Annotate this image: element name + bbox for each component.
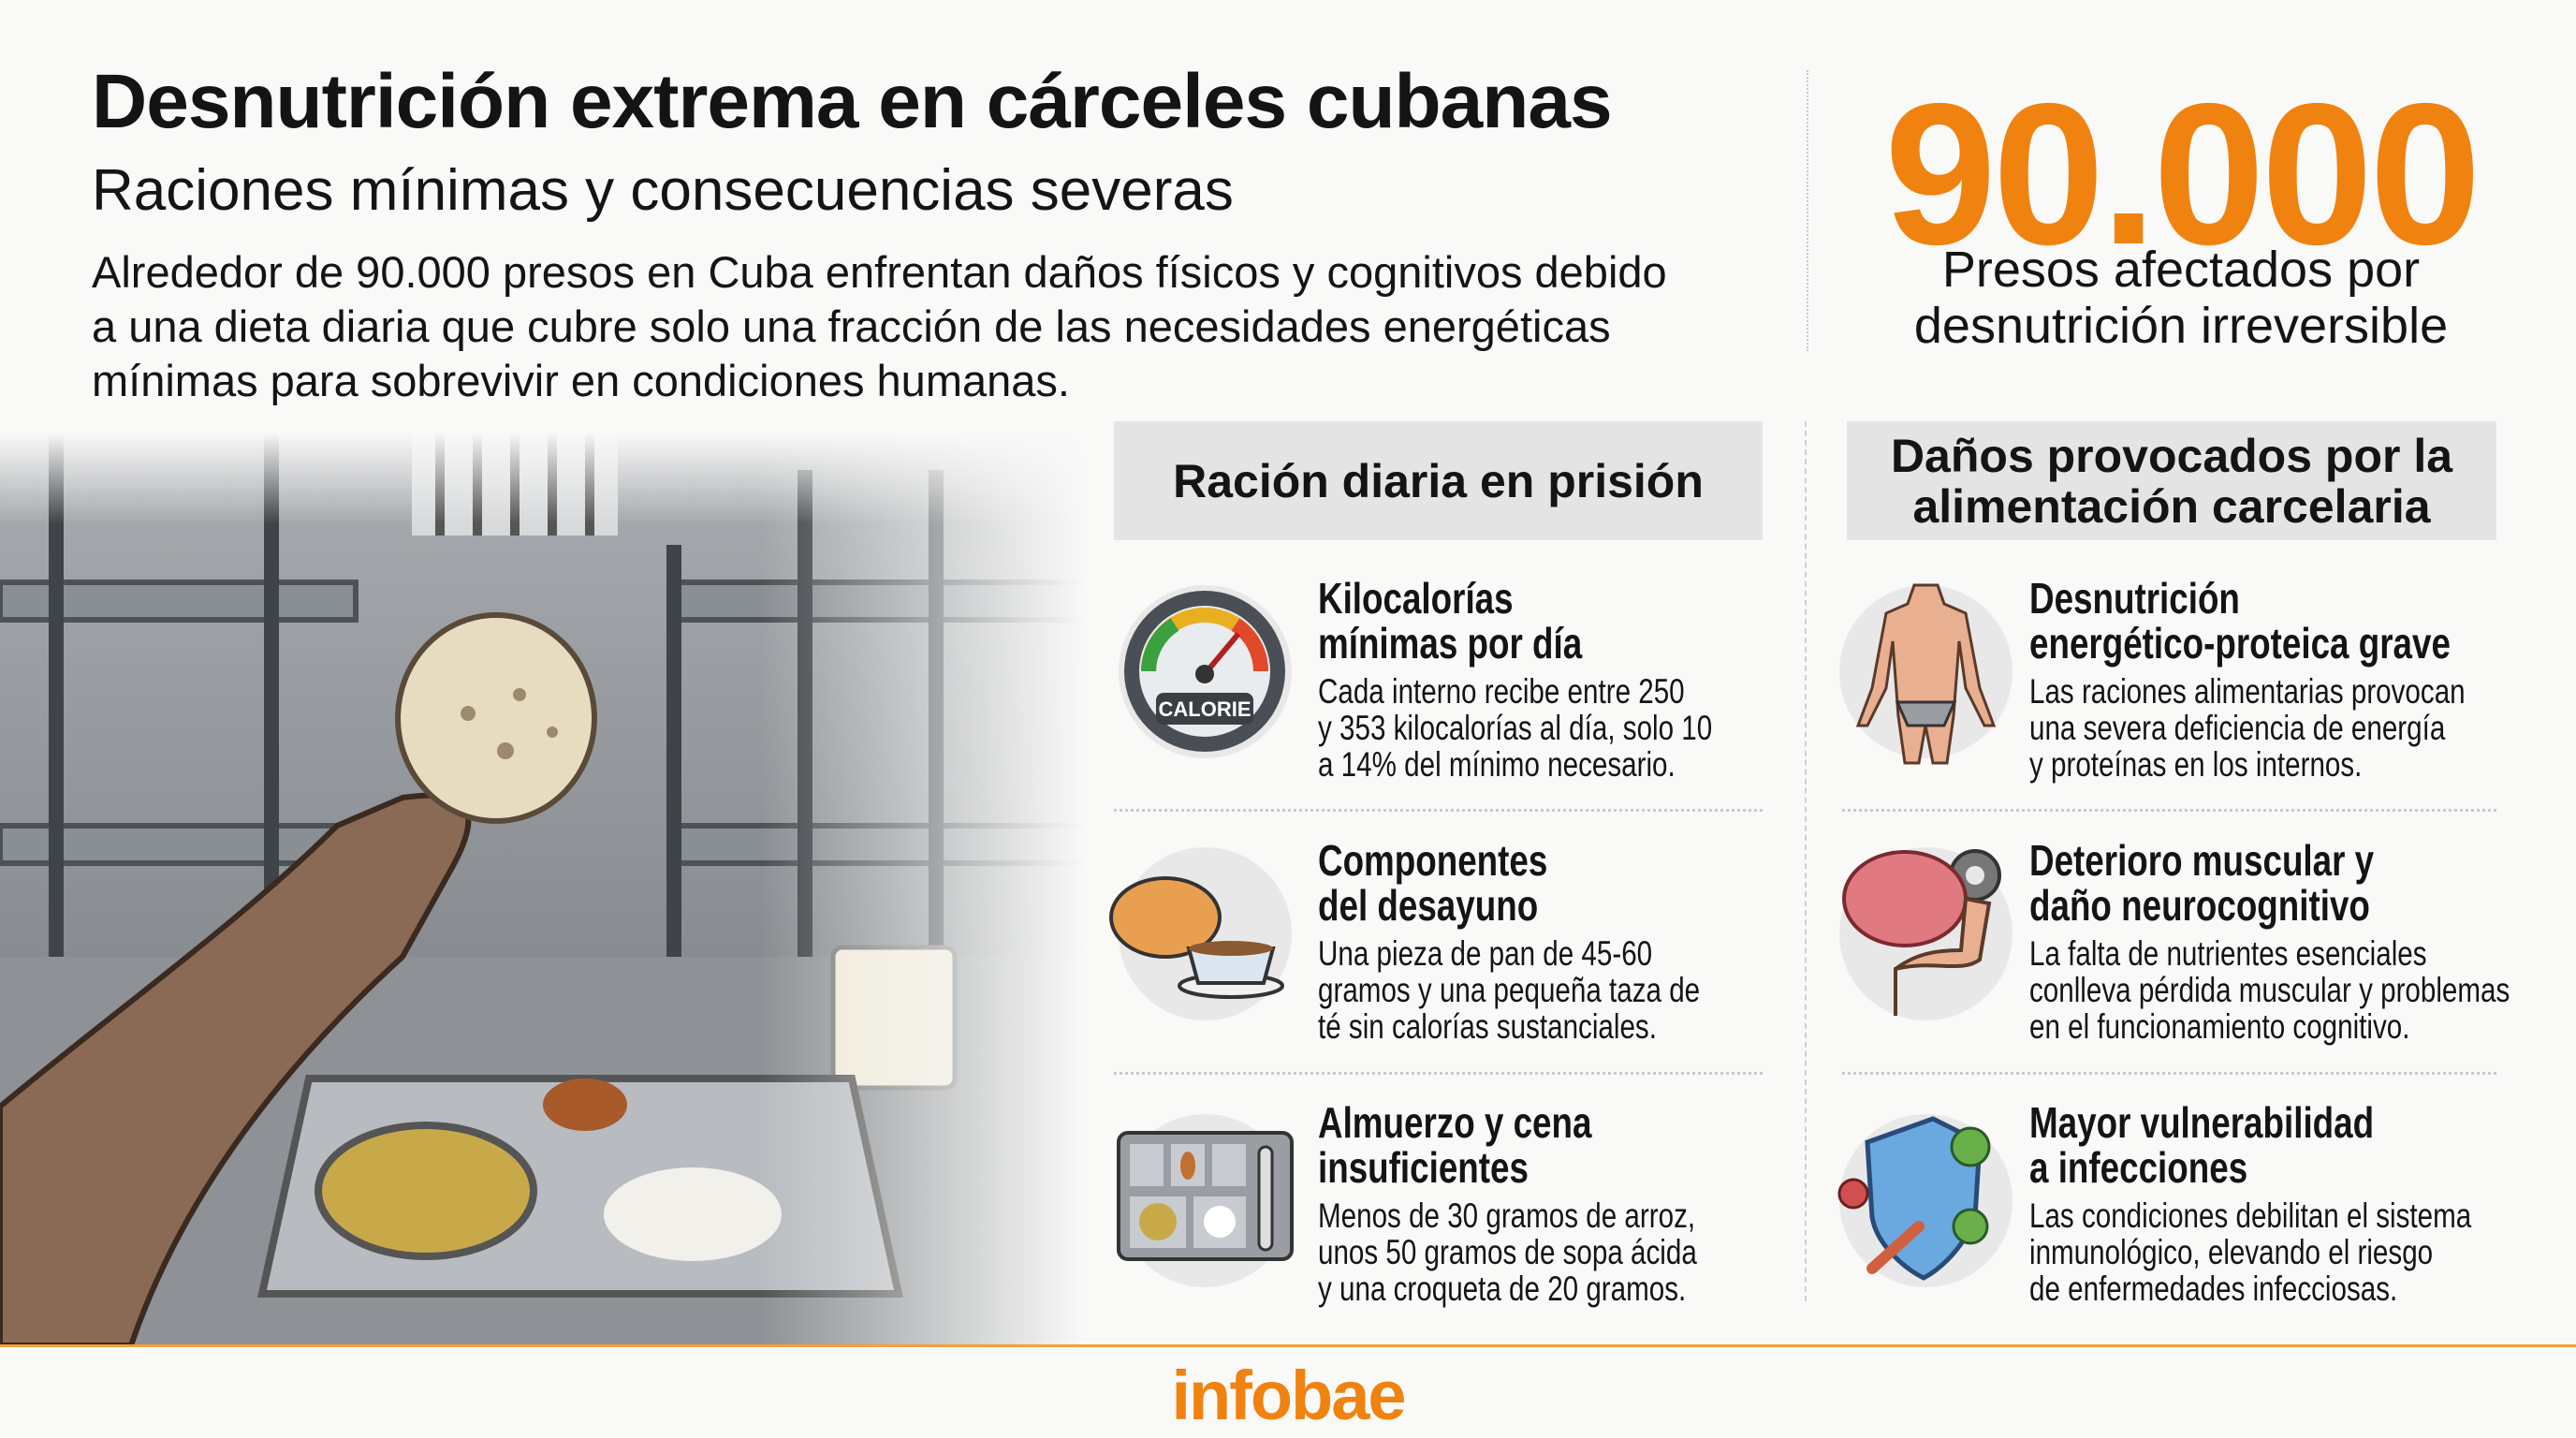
intro-line: a una dieta diaria que cubre solo una fr…: [92, 301, 1611, 351]
item-title: Mayor vulnerabilidad: [2029, 1098, 2375, 1147]
item-body: conlleva pérdida muscular y problemas: [2029, 971, 2510, 1009]
item-title: a infecciones: [2029, 1143, 2248, 1192]
item-body: y una croqueta de 20 gramos.: [1318, 1269, 1687, 1308]
brain-muscle-icon: [1839, 847, 2012, 1020]
stat-caption: Presos afectados por desnutrición irreve…: [1807, 242, 2555, 354]
calorie-badge: CALORIE: [1159, 697, 1251, 721]
bread-and-tea-icon: [1109, 847, 1292, 1020]
page-title: Desnutrición extrema en cárceles cubanas: [92, 59, 1613, 144]
item-body: Las raciones alimentarias provocan: [2029, 672, 2466, 711]
ration-item: Almuerzo y cena insuficientes Menos de 30…: [1318, 1100, 1792, 1307]
item-body: La falta de nutrientes esenciales: [2029, 934, 2427, 973]
damage-heading: Daños provocados por la alimentación carc…: [1847, 421, 2496, 540]
item-title: Componentes: [1318, 836, 1548, 885]
item-title: del desayuno: [1318, 881, 1539, 930]
item-body: en el funcionamiento cognitivo.: [2029, 1007, 2410, 1046]
damage-heading-line: alimentación carcelaria: [1912, 479, 2431, 533]
item-body: Las condiciones debilitan el sistema: [2029, 1196, 2472, 1235]
column-divider: [1805, 421, 1807, 1301]
separator: [1114, 809, 1763, 812]
item-title: Deterioro muscular y: [2029, 836, 2375, 885]
item-title: daño neurocognitivo: [2029, 881, 2370, 930]
item-title: Kilocalorías: [1318, 574, 1514, 623]
ration-heading: Ración diaria en prisión: [1114, 421, 1763, 540]
item-body: Una pieza de pan de 45-60: [1318, 934, 1653, 973]
prison-meal-illustration: [0, 433, 1086, 1345]
intro-paragraph: Alrededor de 90.000 presos en Cuba enfre…: [92, 245, 1758, 408]
item-title: Almuerzo y cena: [1318, 1098, 1592, 1147]
item-body: Menos de 30 gramos de arroz,: [1318, 1196, 1696, 1235]
item-body: y 353 kilocalorías al día, solo 10: [1318, 709, 1713, 747]
damage-item: Desnutrición energético-proteica grave La…: [2029, 576, 2574, 783]
item-body: a 14% del mínimo necesario.: [1318, 745, 1676, 784]
separator: [1842, 809, 2496, 812]
infobae-logo[interactable]: infobae: [1171, 1357, 1406, 1434]
page-subtitle: Raciones mínimas y consecuencias severas: [92, 158, 1234, 223]
separator: [1114, 1072, 1763, 1075]
item-title: mínimas por día: [1318, 619, 1583, 668]
damage-item: Mayor vulnerabilidad a infecciones Las co…: [2029, 1100, 2576, 1307]
stat-caption-line: desnutrición irreversible: [1913, 298, 2449, 354]
item-body: de enfermedades infecciosas.: [2029, 1269, 2398, 1308]
intro-line: mínimas para sobrevivir en condiciones h…: [92, 356, 1070, 405]
item-title: insuficientes: [1318, 1143, 1529, 1192]
item-body: gramos y una pequeña taza de: [1318, 971, 1701, 1009]
item-title: energético-proteica grave: [2029, 619, 2451, 668]
item-body: inmunológico, elevando el riesgo: [2029, 1233, 2434, 1271]
item-body: Cada interno recibe entre 250: [1318, 672, 1685, 711]
damage-heading-line: Daños provocados por la: [1890, 429, 2453, 482]
item-title: Desnutrición: [2029, 574, 2240, 623]
intro-line: Alrededor de 90.000 presos en Cuba enfre…: [92, 247, 1667, 297]
item-body: y proteínas en los internos.: [2029, 745, 2363, 784]
ration-item: Componentes del desayuno Una pieza de pan…: [1318, 838, 1795, 1045]
item-body: unos 50 gramos de sopa ácida: [1318, 1233, 1697, 1271]
divider: [1807, 70, 1808, 351]
ration-item: Kilocalorías mínimas por día Cada interno…: [1318, 576, 1811, 783]
damage-item: Deterioro muscular y daño neurocognitivo …: [2029, 838, 2576, 1045]
separator: [1842, 1072, 2496, 1075]
calorie-gauge-icon: CALORIE: [1119, 585, 1292, 758]
item-body: una severa deficiencia de energía: [2029, 709, 2446, 747]
emaciated-body-icon: [1839, 583, 2012, 765]
shield-virus-icon: [1837, 1114, 2012, 1287]
item-body: té sin calorías sustanciales.: [1318, 1007, 1657, 1046]
stat-value: 90.000: [1884, 61, 2481, 286]
stat-caption-line: Presos afectados por: [1941, 242, 2421, 298]
food-tray-icon: [1117, 1114, 1294, 1287]
footer-rule: [0, 1344, 2576, 1347]
